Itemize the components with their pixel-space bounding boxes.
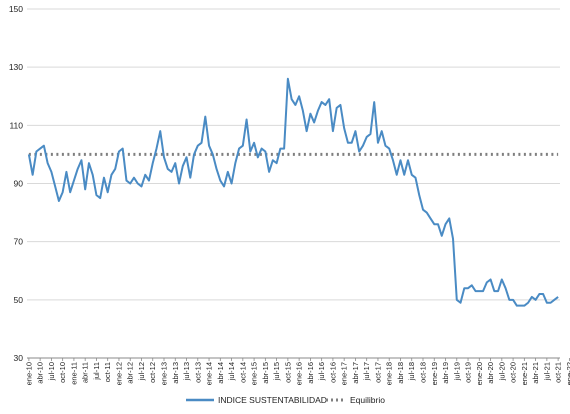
x-tick-label: oct-15 bbox=[283, 362, 292, 383]
x-tick-label: jul-10 bbox=[47, 362, 56, 381]
x-tick-label: ene-18 bbox=[385, 362, 394, 385]
x-tick-label: abr-15 bbox=[261, 362, 270, 384]
y-axis: 30 50 70 90 110 130 150 bbox=[9, 4, 23, 363]
y-tick-label: 130 bbox=[9, 62, 23, 72]
series-layer bbox=[27, 77, 559, 307]
y-tick-label: 90 bbox=[14, 179, 24, 189]
x-tick-label: oct-13 bbox=[193, 362, 202, 383]
x-tick-label: abr-14 bbox=[216, 362, 225, 384]
x-tick-label: abr-11 bbox=[81, 362, 90, 383]
x-tick-label: jul-18 bbox=[407, 362, 416, 381]
x-tick-label: ene-19 bbox=[430, 362, 439, 385]
y-tick-label: 110 bbox=[9, 120, 23, 130]
y-tick-label: 50 bbox=[14, 295, 24, 305]
x-tick-label: oct-12 bbox=[148, 362, 157, 383]
x-tick-label: jul-16 bbox=[317, 362, 326, 381]
x-tick-label: ene-11 bbox=[69, 362, 78, 385]
x-tick-label: abr-16 bbox=[306, 362, 315, 384]
legend: INDICE SUSTENTABILIDAD Equilibrio bbox=[186, 395, 385, 405]
x-tick-label: ene-12 bbox=[114, 362, 123, 385]
x-tick-label: ene-17 bbox=[340, 362, 349, 385]
x-tick-label: abr-20 bbox=[486, 362, 495, 384]
x-tick-label: oct-16 bbox=[328, 362, 337, 383]
x-tick-label: ene-21 bbox=[520, 362, 529, 385]
x-tick-label: abr-21 bbox=[531, 362, 540, 384]
legend-label-equilibrio: Equilibrio bbox=[350, 395, 385, 405]
x-tick-label: jul-12 bbox=[137, 362, 146, 381]
x-tick-label: abr-19 bbox=[441, 362, 450, 384]
y-tick-label: 30 bbox=[14, 353, 24, 363]
x-tick-label: oct-18 bbox=[418, 362, 427, 383]
x-tick-label: oct-17 bbox=[373, 362, 382, 383]
x-tick-label: jul-15 bbox=[272, 362, 281, 381]
y-tick-label: 150 bbox=[9, 4, 23, 14]
x-tick-label: oct-11 bbox=[103, 362, 112, 382]
x-tick-label: ene-15 bbox=[250, 362, 259, 385]
x-tick-label: ene-22 bbox=[565, 362, 570, 385]
x-tick-label: jul-21 bbox=[542, 362, 551, 381]
gridlines bbox=[27, 8, 560, 359]
x-tick-label: ene-10 bbox=[24, 362, 33, 385]
x-tick-label: jul-19 bbox=[452, 362, 461, 381]
x-tick-label: abr-13 bbox=[171, 362, 180, 384]
series-line-indice-sustentabilidad bbox=[27, 77, 559, 307]
x-tick-label: oct-10 bbox=[58, 362, 67, 383]
x-tick-label: ene-20 bbox=[475, 362, 484, 385]
x-axis: ene-10 abr-10 jul-10 oct-10 ene-11 abr-11 jul-… bbox=[24, 358, 570, 385]
x-tick-label: oct-19 bbox=[464, 362, 473, 383]
y-tick-label: 70 bbox=[14, 237, 24, 247]
x-tick-label: oct-21 bbox=[554, 362, 563, 383]
legend-label-indice: INDICE SUSTENTABILIDAD bbox=[218, 395, 327, 405]
x-tick-label: abr-12 bbox=[126, 362, 135, 384]
x-tick-label: ene-14 bbox=[205, 362, 214, 385]
x-tick-label: jul-13 bbox=[182, 362, 191, 381]
x-tick-label: ene-16 bbox=[295, 362, 304, 385]
x-tick-label: ene-13 bbox=[160, 362, 169, 385]
x-tick-label: jul-17 bbox=[362, 362, 371, 381]
x-tick-label: abr-18 bbox=[396, 362, 405, 384]
x-tick-label: abr-10 bbox=[36, 362, 45, 384]
x-tick-label: oct-20 bbox=[509, 362, 518, 383]
x-tick-label: jul-20 bbox=[497, 362, 506, 381]
x-tick-label: oct-14 bbox=[238, 362, 247, 383]
x-tick-label: jul-14 bbox=[227, 362, 236, 381]
x-tick-label: abr-17 bbox=[351, 362, 360, 384]
x-tick-label: jul-11 bbox=[92, 362, 101, 381]
